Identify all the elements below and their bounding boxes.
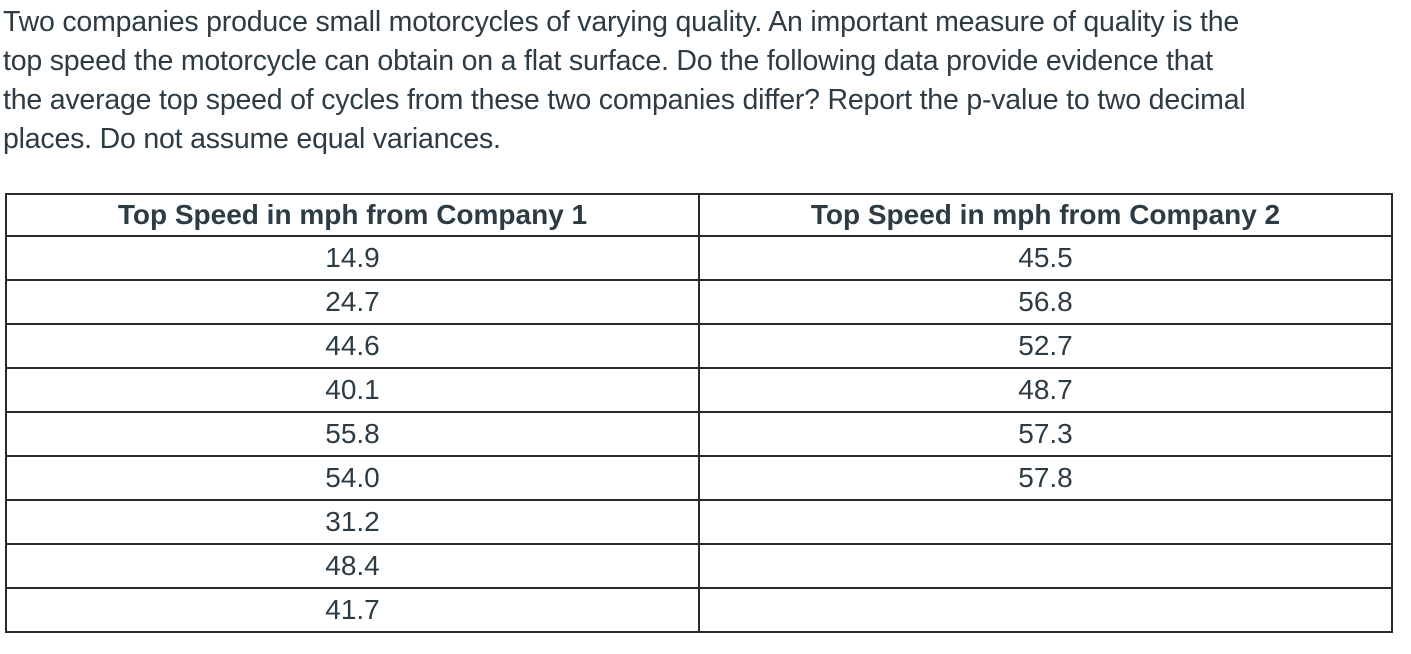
question-line-1: Two companies produce small motorcycles … bbox=[3, 6, 1240, 38]
table-header-company2: Top Speed in mph from Company 2 bbox=[698, 193, 1393, 237]
table-cell-company1: 14.9 bbox=[5, 235, 700, 281]
question-line-4: places. Do not assume equal variances. bbox=[3, 123, 501, 155]
table-header-row: Top Speed in mph from Company 1 Top Spee… bbox=[5, 193, 1393, 237]
table-cell-company2 bbox=[698, 543, 1393, 589]
table-row: 44.6 52.7 bbox=[5, 323, 1393, 369]
table-cell-company2: 52.7 bbox=[698, 323, 1393, 369]
question-text: Two companies produce small motorcycles … bbox=[0, 0, 1411, 159]
table-row: 14.9 45.5 bbox=[5, 235, 1393, 281]
table-cell-company2: 57.3 bbox=[698, 411, 1393, 457]
table-row: 54.0 57.8 bbox=[5, 455, 1393, 501]
table-row: 40.1 48.7 bbox=[5, 367, 1393, 413]
table-cell-company1: 44.6 bbox=[5, 323, 700, 369]
table-row: 48.4 bbox=[5, 543, 1393, 589]
table-cell-company1: 31.2 bbox=[5, 499, 700, 545]
table-cell-company1: 40.1 bbox=[5, 367, 700, 413]
table-row: 24.7 56.8 bbox=[5, 279, 1393, 325]
table-row: 55.8 57.3 bbox=[5, 411, 1393, 457]
table-cell-company2 bbox=[698, 499, 1393, 545]
table-row: 31.2 bbox=[5, 499, 1393, 545]
table-cell-company2: 57.8 bbox=[698, 455, 1393, 501]
question-line-3: the average top speed of cycles from the… bbox=[3, 84, 1246, 116]
table-cell-company2: 48.7 bbox=[698, 367, 1393, 413]
table-row: 41.7 bbox=[5, 587, 1393, 633]
table-cell-company2: 45.5 bbox=[698, 235, 1393, 281]
table-cell-company2: 56.8 bbox=[698, 279, 1393, 325]
table-header-company1: Top Speed in mph from Company 1 bbox=[5, 193, 700, 237]
table-cell-company1: 48.4 bbox=[5, 543, 700, 589]
table-cell-company1: 55.8 bbox=[5, 411, 700, 457]
table-cell-company1: 24.7 bbox=[5, 279, 700, 325]
question-line-2: top speed the motorcycle can obtain on a… bbox=[3, 45, 1213, 77]
table-cell-company1: 54.0 bbox=[5, 455, 700, 501]
table-cell-company2 bbox=[698, 587, 1393, 633]
top-speed-table: Top Speed in mph from Company 1 Top Spee… bbox=[5, 193, 1393, 633]
table-cell-company1: 41.7 bbox=[5, 587, 700, 633]
